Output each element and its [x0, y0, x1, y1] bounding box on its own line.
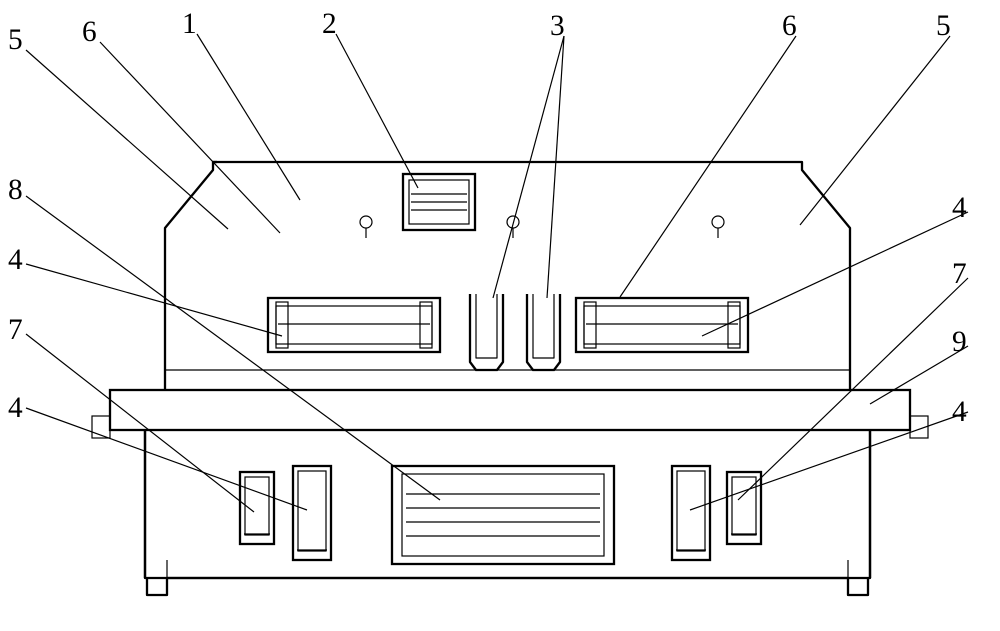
callout-label: 5 [8, 24, 23, 57]
callout-label: 4 [952, 192, 967, 225]
callout-label: 7 [952, 258, 967, 291]
callout-label: 6 [82, 16, 97, 49]
callout-label: 9 [952, 326, 967, 359]
callout-label: 4 [8, 392, 23, 425]
callout-label: 3 [550, 10, 565, 43]
callout-label: 7 [8, 314, 23, 347]
callout-label: 2 [322, 8, 337, 41]
callout-label: 8 [8, 174, 23, 207]
callout-label: 1 [182, 8, 197, 41]
callout-label: 5 [936, 10, 951, 43]
callout-label: 4 [8, 244, 23, 277]
callout-label: 6 [782, 10, 797, 43]
callout-label: 4 [952, 396, 967, 429]
